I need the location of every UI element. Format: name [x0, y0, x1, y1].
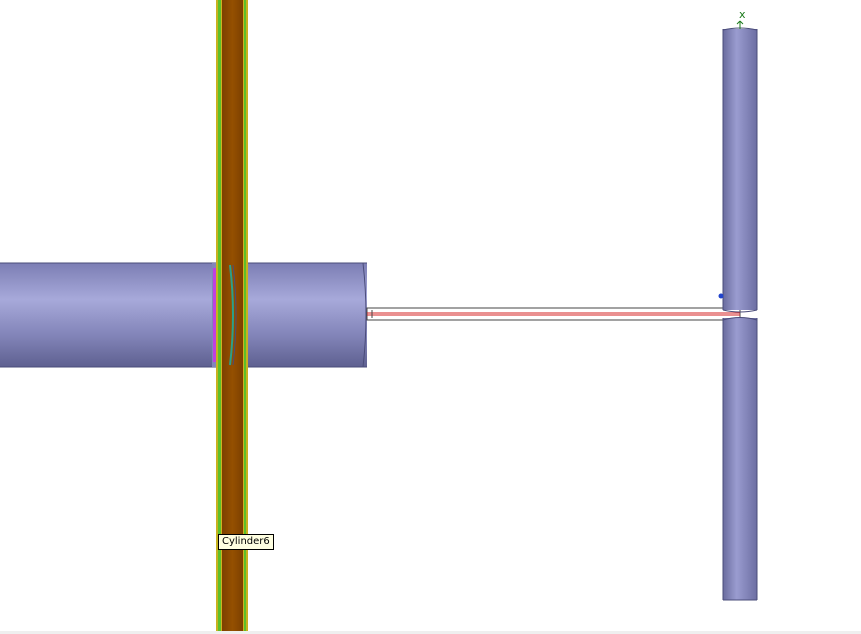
axis-label-x: x	[739, 8, 746, 21]
port-marker	[718, 293, 724, 299]
axis-triad-icon	[736, 20, 744, 29]
feed-wire[interactable]	[366, 307, 741, 321]
horizontal-cylinder[interactable]	[0, 262, 367, 368]
object-tooltip: Cylinder6	[218, 534, 274, 550]
viewport-bottom-border	[0, 631, 861, 634]
dipole-upper-arm[interactable]	[722, 27, 758, 313]
ring-front	[229, 264, 237, 366]
dipole-lower-arm[interactable]	[722, 317, 758, 601]
